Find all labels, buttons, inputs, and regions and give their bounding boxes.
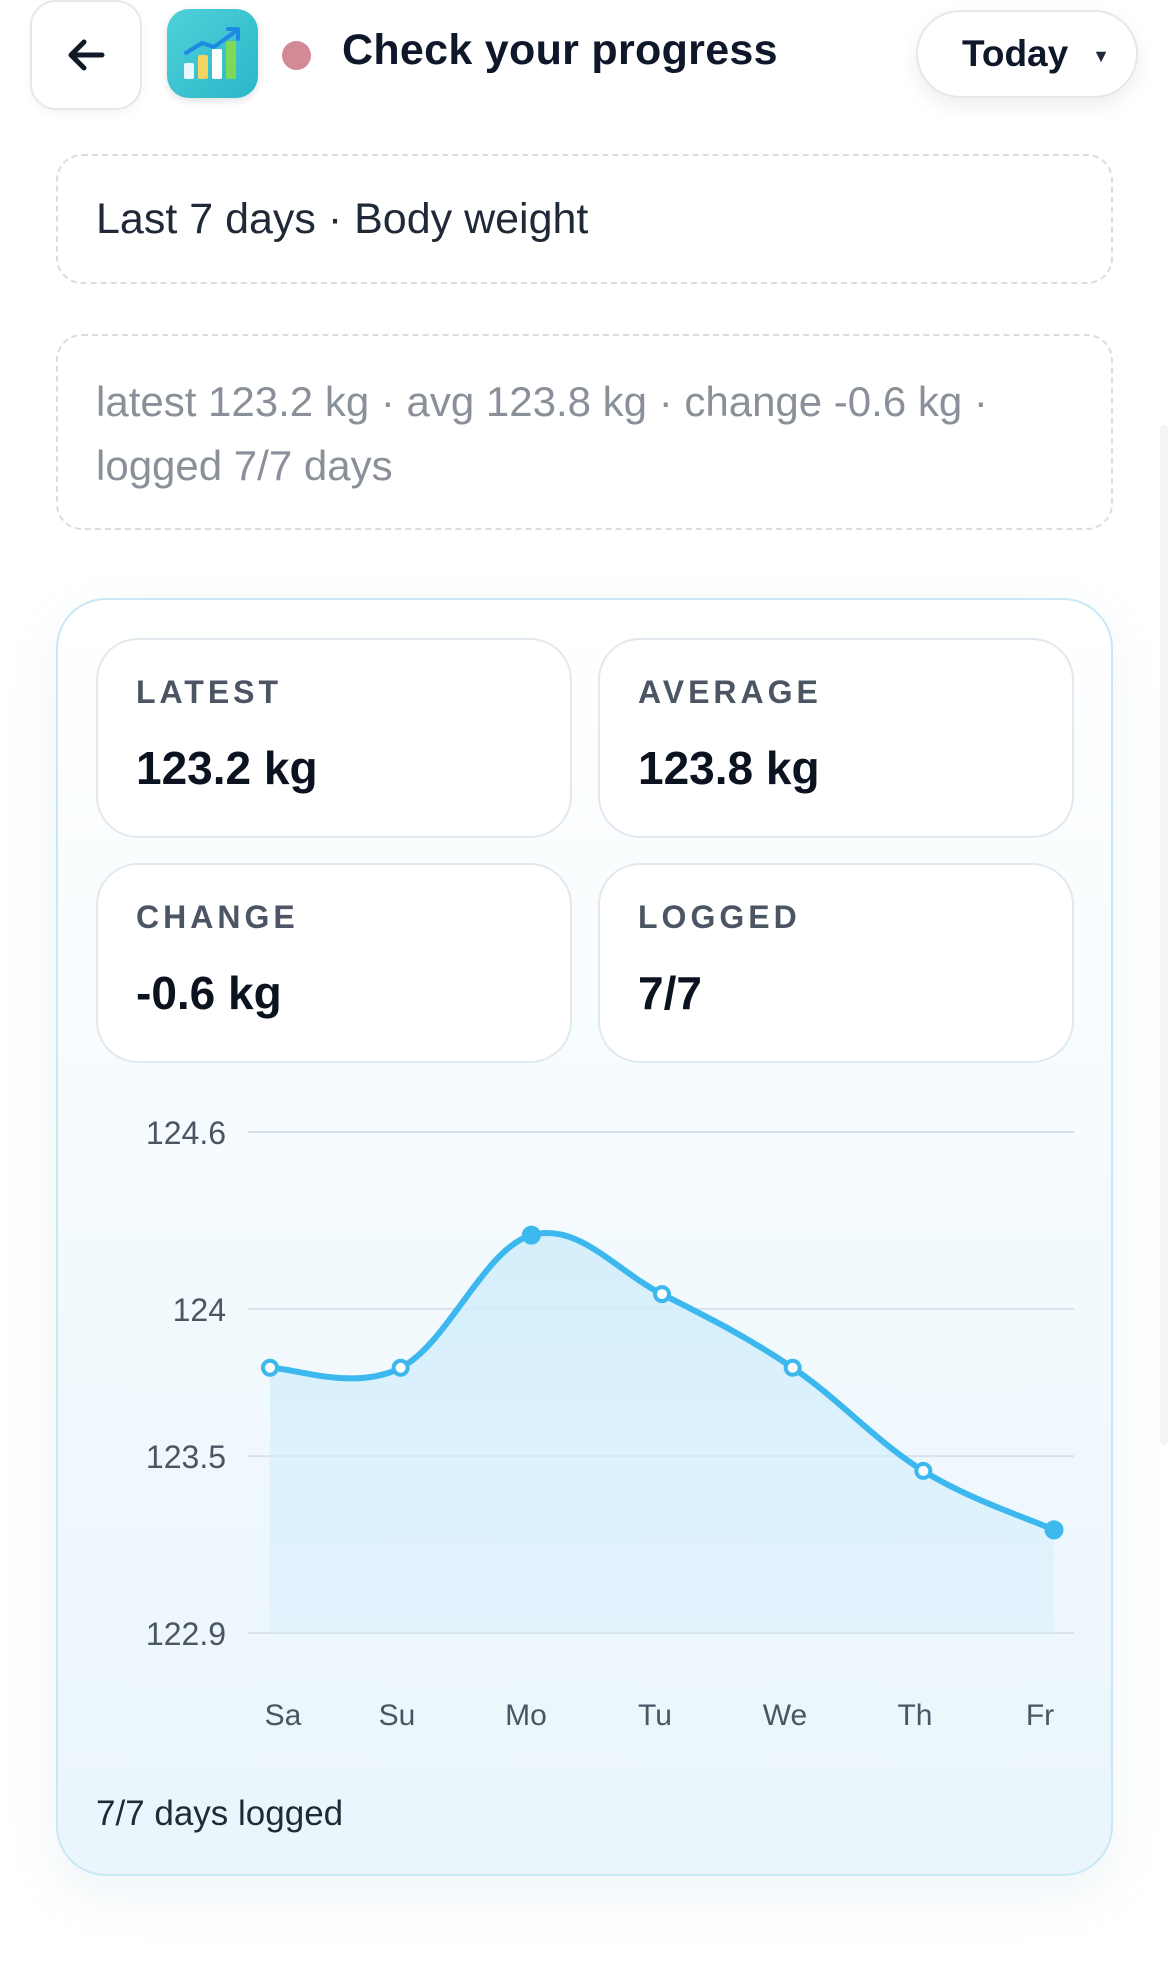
stat-label-average: AVERAGE (638, 674, 822, 710)
summary-text: latest 123.2 kg · avg 123.8 kg · change … (96, 378, 988, 489)
x-tick-label: Su (379, 1699, 416, 1732)
stat-label-change: CHANGE (136, 899, 299, 935)
stat-card-change: CHANGE -0.6 kg (96, 863, 572, 1063)
x-tick-label: Mo (505, 1699, 547, 1732)
progress-panel: LATEST 123.2 kg AVERAGE 123.8 kg CHANGE … (56, 598, 1113, 1876)
back-button[interactable] (30, 0, 142, 110)
status-dot (282, 41, 311, 70)
data-point (653, 1285, 671, 1304)
header: Check your progress Today ▼ (0, 0, 1170, 120)
page-title: Check your progress (342, 26, 778, 74)
stat-label-latest: LATEST (136, 674, 283, 710)
data-point (521, 1225, 541, 1245)
x-tick-label: Fr (1026, 1699, 1054, 1732)
stat-card-logged: LOGGED 7/7 (598, 863, 1074, 1063)
data-point (783, 1358, 802, 1377)
chevron-down-icon: ▼ (1092, 46, 1110, 66)
y-tick-label: 124.6 (146, 1115, 226, 1151)
data-point (1044, 1520, 1064, 1540)
stat-card-average: AVERAGE 123.8 kg (598, 638, 1074, 838)
area-fill (270, 1232, 1054, 1633)
period-select-label: Today (962, 33, 1069, 74)
y-tick-label: 122.9 (146, 1616, 226, 1652)
stat-value-change: -0.6 kg (136, 967, 282, 1019)
period-select[interactable]: Today ▼ (916, 10, 1138, 98)
stat-card-latest: LATEST 123.2 kg (96, 638, 572, 838)
y-tick-label: 123.5 (146, 1439, 226, 1475)
stat-value-average: 123.8 kg (638, 742, 820, 794)
stat-value-latest: 123.2 kg (136, 742, 318, 794)
data-point (391, 1358, 410, 1377)
y-tick-label: 124 (173, 1292, 226, 1328)
x-tick-label: We (763, 1699, 807, 1732)
chart-app-icon (167, 9, 258, 98)
subtitle-box: Last 7 days · Body weight (56, 154, 1113, 284)
x-tick-label: Th (897, 1699, 932, 1732)
subtitle-text: Last 7 days · Body weight (96, 194, 589, 243)
stat-value-logged: 7/7 (638, 967, 702, 1019)
stat-label-logged: LOGGED (638, 899, 801, 935)
data-point (914, 1461, 933, 1480)
footer-text: 7/7 days logged (96, 1794, 344, 1833)
data-point (261, 1358, 279, 1377)
scrollbar[interactable] (1160, 425, 1168, 1445)
arrow-left-icon (68, 39, 105, 71)
summary-box: latest 123.2 kg · avg 123.8 kg · change … (56, 334, 1113, 530)
x-tick-label: Tu (638, 1699, 672, 1732)
weight-chart: 124.6 124 123.5 122.9 Sa Su Mo Tu We Th Fr (146, 1115, 1074, 1732)
x-tick-label: Sa (265, 1699, 302, 1732)
